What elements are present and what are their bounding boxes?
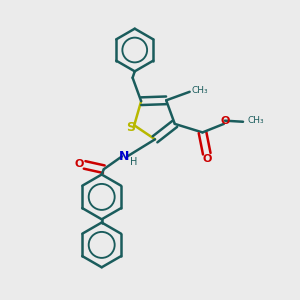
Text: S: S: [127, 121, 136, 134]
Text: H: H: [130, 157, 137, 167]
Text: N: N: [119, 150, 129, 163]
Text: CH₃: CH₃: [192, 86, 208, 95]
Text: O: O: [202, 154, 212, 164]
Text: O: O: [220, 116, 230, 126]
Text: CH₃: CH₃: [247, 116, 264, 125]
Text: O: O: [75, 159, 84, 169]
